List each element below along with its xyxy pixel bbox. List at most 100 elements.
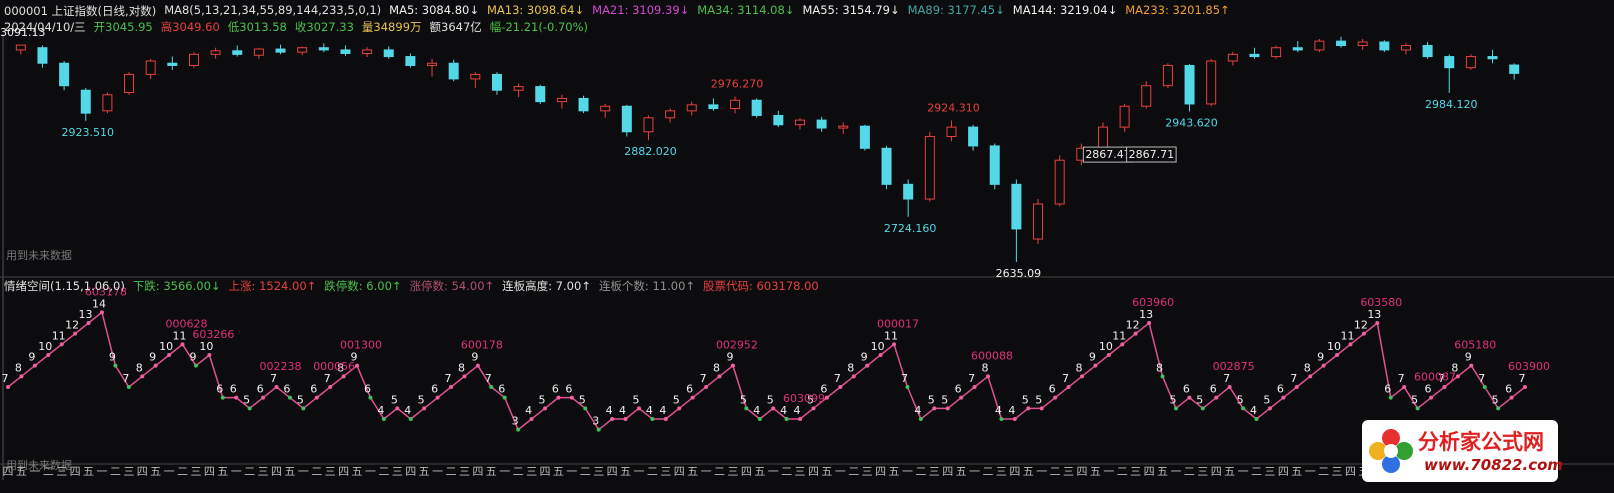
candle-body bbox=[232, 50, 243, 55]
header-item: 上涨: 1524.00↑ bbox=[228, 279, 317, 293]
value-label: 5 bbox=[1411, 393, 1418, 406]
value-label: 7 bbox=[901, 372, 908, 385]
candle-body bbox=[145, 60, 156, 75]
value-label: 7 bbox=[1290, 372, 1297, 385]
value-label: 9 bbox=[351, 351, 358, 364]
x-tick-label: 一 bbox=[499, 465, 510, 478]
value-label: 8 bbox=[458, 361, 465, 374]
x-tick-label: 二 bbox=[110, 465, 121, 478]
header-item: 开3045.95 bbox=[93, 20, 153, 34]
emotion-point bbox=[32, 363, 37, 368]
x-tick-label: 二 bbox=[714, 465, 725, 478]
extreme-label: 2923.510 bbox=[62, 126, 115, 139]
candle-body bbox=[794, 119, 805, 126]
candle-body bbox=[448, 62, 459, 80]
stock-code: 603900 bbox=[1508, 360, 1550, 373]
watermark-url: www.70822.com bbox=[1424, 456, 1564, 474]
value-label: 11 bbox=[52, 329, 66, 342]
candle-body bbox=[1357, 41, 1368, 47]
stock-code: 605180 bbox=[1454, 339, 1496, 352]
value-label: 6 bbox=[955, 383, 962, 396]
x-tick-label: 一 bbox=[432, 465, 443, 478]
x-tick-label: 二 bbox=[177, 465, 188, 478]
emotion-point bbox=[730, 363, 735, 368]
x-tick-label: 四 bbox=[1345, 465, 1356, 478]
candle-body bbox=[513, 86, 524, 91]
crosshair-box bbox=[1126, 146, 1177, 163]
value-label: 6 bbox=[1505, 383, 1512, 396]
candle-body bbox=[405, 56, 416, 66]
candle-body bbox=[80, 89, 91, 114]
x-tick-label: 三 bbox=[392, 465, 403, 478]
x-tick-label: 四 bbox=[1009, 465, 1020, 478]
value-label: 5 bbox=[1237, 393, 1244, 406]
candle-body bbox=[686, 104, 697, 112]
value-label: 4 bbox=[659, 404, 666, 417]
x-tick-label: 一 bbox=[1103, 465, 1114, 478]
x-tick-label: 三 bbox=[593, 465, 604, 478]
value-label: 7 bbox=[1062, 372, 1069, 385]
value-label: 10 bbox=[38, 340, 52, 353]
candle-body bbox=[903, 183, 914, 200]
header-item: 幅-21.21(-0.70%) bbox=[489, 20, 589, 34]
candle-body bbox=[1400, 45, 1411, 51]
emotion-point bbox=[556, 395, 561, 400]
value-label: 8 bbox=[1075, 361, 1082, 374]
value-label: 5 bbox=[1196, 393, 1203, 406]
candle-body bbox=[1292, 47, 1303, 51]
x-tick-label: 二 bbox=[311, 465, 322, 478]
emotion-point bbox=[1053, 395, 1058, 400]
x-tick-label: 四 bbox=[472, 465, 483, 478]
value-label: 7 bbox=[1223, 372, 1230, 385]
value-label: 6 bbox=[431, 383, 438, 396]
x-tick-label: 五 bbox=[553, 465, 564, 478]
x-tick-label: 一 bbox=[633, 465, 644, 478]
emotion-point bbox=[932, 406, 937, 411]
stock-code: 603099 bbox=[783, 392, 825, 405]
x-tick-label: 二 bbox=[244, 465, 255, 478]
x-tick-label: 五 bbox=[486, 465, 497, 478]
header-item: MA55: 3154.79↓ bbox=[802, 3, 900, 17]
emotion-point bbox=[180, 342, 185, 347]
value-label: 7 bbox=[834, 372, 841, 385]
emotion-point bbox=[1227, 385, 1232, 389]
value-label: 4 bbox=[606, 404, 613, 417]
x-tick-label: 五 bbox=[419, 465, 430, 478]
emotion-point bbox=[623, 417, 628, 421]
candle-body bbox=[1509, 64, 1520, 74]
candle-body bbox=[1206, 60, 1217, 105]
value-label: 5 bbox=[941, 393, 948, 406]
emotion-point bbox=[610, 417, 615, 421]
emotion-point bbox=[368, 395, 373, 400]
candle-body bbox=[340, 49, 351, 54]
stock-code: 603178 bbox=[85, 285, 127, 298]
watermark-name: 分析家公式网 bbox=[1418, 430, 1544, 454]
stock-code: 000017 bbox=[877, 317, 919, 330]
value-label: 4 bbox=[404, 404, 411, 417]
value-label: 8 bbox=[15, 361, 22, 374]
emotion-point bbox=[381, 417, 386, 421]
extreme-label: 2882.020 bbox=[624, 145, 677, 158]
value-label: 4 bbox=[377, 404, 384, 417]
header-item: 连板个数: 11.00↑ bbox=[598, 279, 696, 293]
x-tick-label: 五 bbox=[352, 465, 363, 478]
value-label: 5 bbox=[1263, 393, 1270, 406]
x-tick-label: 四 bbox=[405, 465, 416, 478]
value-label: 5 bbox=[243, 393, 250, 406]
value-label: 6 bbox=[310, 383, 317, 396]
x-tick-label: 五 bbox=[1090, 465, 1101, 478]
value-label: 7 bbox=[1398, 372, 1405, 385]
emotion-point bbox=[798, 417, 803, 421]
emotion-point bbox=[1187, 395, 1192, 400]
emotion-point bbox=[395, 406, 400, 411]
emotion-point bbox=[1294, 385, 1299, 389]
x-tick-label: 四 bbox=[1211, 465, 1222, 478]
x-tick-label: 一 bbox=[768, 465, 779, 478]
value-label: 6 bbox=[686, 383, 693, 396]
stock-code: 603960 bbox=[1132, 296, 1174, 309]
header-item: MA144: 3219.04↓ bbox=[1012, 3, 1118, 17]
value-label: 4 bbox=[525, 404, 532, 417]
value-label: 7 bbox=[2, 372, 9, 385]
x-tick-label: 二 bbox=[1184, 465, 1195, 478]
